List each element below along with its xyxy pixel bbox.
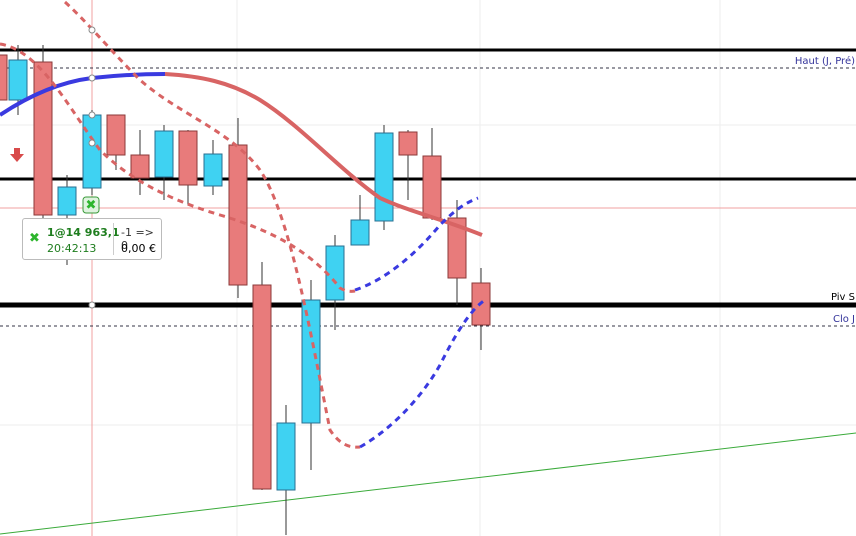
- candle-body: [8, 59, 28, 101]
- level-label: Clo J: [832, 314, 855, 325]
- ma-line: [164, 72, 483, 237]
- pnl: 0,00 €: [121, 242, 156, 255]
- candle-body: [154, 130, 174, 178]
- candle-body: [106, 114, 126, 156]
- level-label: Piv S: [830, 292, 855, 303]
- candle-body: [33, 61, 53, 216]
- candle-body: [301, 299, 321, 424]
- candle-body: [276, 422, 296, 491]
- candle-body: [398, 131, 418, 156]
- band-line: [63, 0, 361, 449]
- candle-body: [178, 130, 198, 186]
- candle-body: [252, 284, 272, 490]
- candle-body: [203, 153, 223, 187]
- trend-line: [0, 432, 856, 535]
- level-label: Haut (J, Pré): [794, 56, 855, 67]
- candle-body: [447, 217, 467, 279]
- anchors: [88, 26, 96, 309]
- band-line: [354, 196, 479, 292]
- candle-body: [130, 154, 150, 179]
- position-change: -1 => 0: [121, 226, 154, 252]
- candles: [0, 45, 491, 535]
- order-tooltip[interactable]: ✖ 1@14 963,1 20:42:13 -1 => 0 0,00 €: [22, 218, 162, 260]
- candle-body: [0, 54, 8, 101]
- candle-body: [350, 219, 370, 246]
- band-line: [359, 298, 486, 449]
- candle-body: [228, 144, 248, 286]
- order-icon[interactable]: [82, 196, 100, 214]
- candle-body: [374, 132, 394, 222]
- tooltip-icon: ✖: [29, 231, 40, 246]
- order-time: 20:42:13: [47, 242, 97, 255]
- candle-body: [82, 114, 102, 189]
- candle-body: [57, 186, 77, 216]
- sell-arrow: [10, 148, 24, 162]
- order-text: 1@14 963,1: [47, 226, 120, 239]
- order-icon-x: ✖: [86, 198, 97, 213]
- separator: [113, 223, 114, 255]
- band-line: [0, 42, 356, 293]
- candle-body: [422, 155, 442, 219]
